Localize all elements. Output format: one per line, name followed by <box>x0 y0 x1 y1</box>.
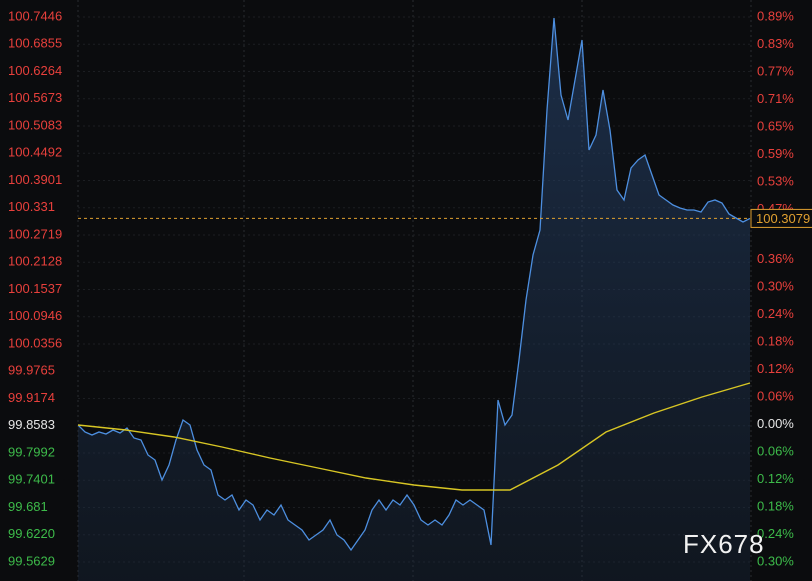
average-line <box>78 382 751 491</box>
price-area <box>78 18 750 581</box>
y-tick-label: 100.7446 <box>8 8 62 23</box>
y-tick-label: 100.5083 <box>8 117 62 132</box>
y-tick-label: 100.0356 <box>8 335 62 350</box>
y-tick-label: 99.5629 <box>8 553 55 568</box>
y2-tick-label: 0.53% <box>757 173 794 188</box>
y-tick-label: 99.8583 <box>8 417 55 432</box>
y-tick-label: 100.331 <box>8 199 55 214</box>
y-tick-label: 100.0946 <box>8 308 62 323</box>
y2-tick-label: 0.30% <box>757 553 794 568</box>
y2-tick-label: 0.83% <box>757 36 794 51</box>
y2-tick-label: 0.00% <box>757 416 794 431</box>
y2-tick-label: 0.18% <box>757 334 794 349</box>
y2-tick-label: 0.12% <box>757 471 794 486</box>
y-tick-label: 100.5673 <box>8 90 62 105</box>
y2-tick-label: 0.36% <box>757 251 794 266</box>
y-tick-label: 100.6855 <box>8 36 62 51</box>
y-tick-label: 100.4492 <box>8 145 62 160</box>
watermark: FX678 <box>683 529 765 559</box>
y-tick-label: 99.6220 <box>8 526 55 541</box>
current-price-box <box>750 208 812 228</box>
y2-tick-label: 0.77% <box>757 63 794 78</box>
y2-tick-label: 0.65% <box>757 118 794 133</box>
y2-tick-label: 0.24% <box>757 306 794 321</box>
y-tick-label: 99.7401 <box>8 472 55 487</box>
y-tick-label: 100.6264 <box>8 63 62 78</box>
price-line <box>78 17 751 552</box>
y2-tick-label: 0.06% <box>757 389 794 404</box>
y2-tick-label: 0.24% <box>757 526 794 541</box>
y-tick-label: 99.681 <box>8 499 48 514</box>
y2-tick-label: 0.06% <box>757 444 794 459</box>
y-tick-label: 100.2719 <box>8 226 62 241</box>
y-tick-label: 100.2128 <box>8 254 62 269</box>
y2-tick-label: 0.71% <box>757 91 794 106</box>
y-tick-label: 100.3901 <box>8 172 62 187</box>
y2-tick-label: 0.30% <box>757 279 794 294</box>
y2-tick-label: 0.18% <box>757 498 794 513</box>
y-tick-label: 99.7992 <box>8 444 55 459</box>
y2-tick-label: 0.59% <box>757 146 794 161</box>
y2-tick-label: 0.89% <box>757 8 794 23</box>
current-price-label: 100.3079 <box>756 211 810 226</box>
y-tick-label: 99.9765 <box>8 363 55 378</box>
y-tick-label: 99.9174 <box>8 390 55 405</box>
y-tick-label: 100.1537 <box>8 281 62 296</box>
y2-tick-label: 0.12% <box>757 361 794 376</box>
